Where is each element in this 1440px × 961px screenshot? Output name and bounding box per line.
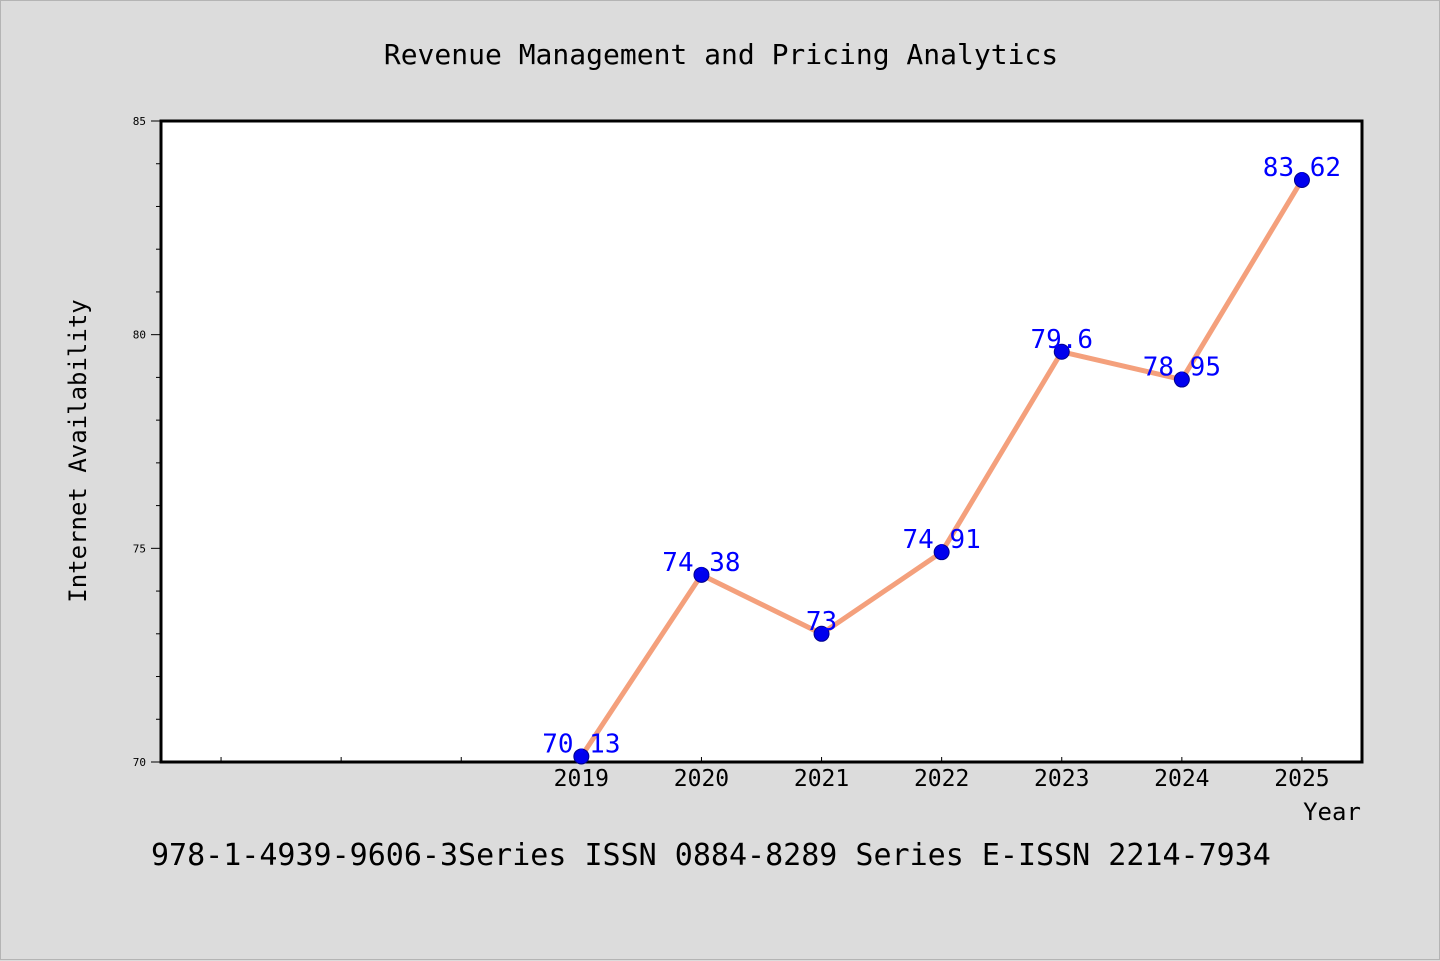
x-tick-label: 2020 — [674, 766, 729, 792]
y-tick-label: 80 — [133, 329, 146, 342]
y-axis: 70 75 80 85 — [133, 115, 161, 769]
plot-area — [159, 119, 1364, 764]
chart-title: Revenue Management and Pricing Analytics — [384, 38, 1058, 71]
y-tick-label: 75 — [133, 542, 146, 555]
y-tick-label: 70 — [133, 756, 146, 769]
y-tick-label: 85 — [133, 115, 146, 128]
data-label: 78.95 — [1143, 353, 1221, 383]
footer-text: 978-1-4939-9606-3Series ISSN 0884-8289 S… — [151, 838, 1271, 873]
data-point — [573, 748, 590, 765]
data-label: 83.62 — [1263, 153, 1341, 183]
x-axis: 2019 2020 2021 2022 2023 2024 2025 — [220, 757, 1330, 792]
y-axis-label: Internet Availability — [64, 299, 92, 602]
x-tick-label: 2021 — [794, 766, 849, 792]
data-label: 74.91 — [903, 525, 981, 555]
data-label: 79.6 — [1030, 325, 1093, 355]
y-minor-ticks — [156, 163, 161, 720]
data-point — [693, 566, 710, 583]
data-label: 70.13 — [542, 729, 620, 759]
data-point — [1053, 343, 1070, 360]
data-label: 73 — [806, 607, 837, 637]
data-point — [1293, 171, 1310, 188]
x-tick-label: 2019 — [554, 766, 609, 792]
data-point — [933, 544, 950, 561]
data-point — [1173, 371, 1190, 388]
data-label: 74.38 — [662, 548, 740, 578]
x-tick-label: 2023 — [1034, 766, 1089, 792]
x-tick-label: 2022 — [914, 766, 969, 792]
x-tick-label: 2024 — [1154, 766, 1209, 792]
x-tick-label: 2025 — [1274, 766, 1329, 792]
data-points — [573, 171, 1310, 765]
data-point — [813, 625, 830, 642]
data-labels: 70.13 74.38 73 74.91 79.6 78.95 83.62 — [542, 153, 1341, 759]
x-axis-label: Year — [1303, 798, 1361, 826]
